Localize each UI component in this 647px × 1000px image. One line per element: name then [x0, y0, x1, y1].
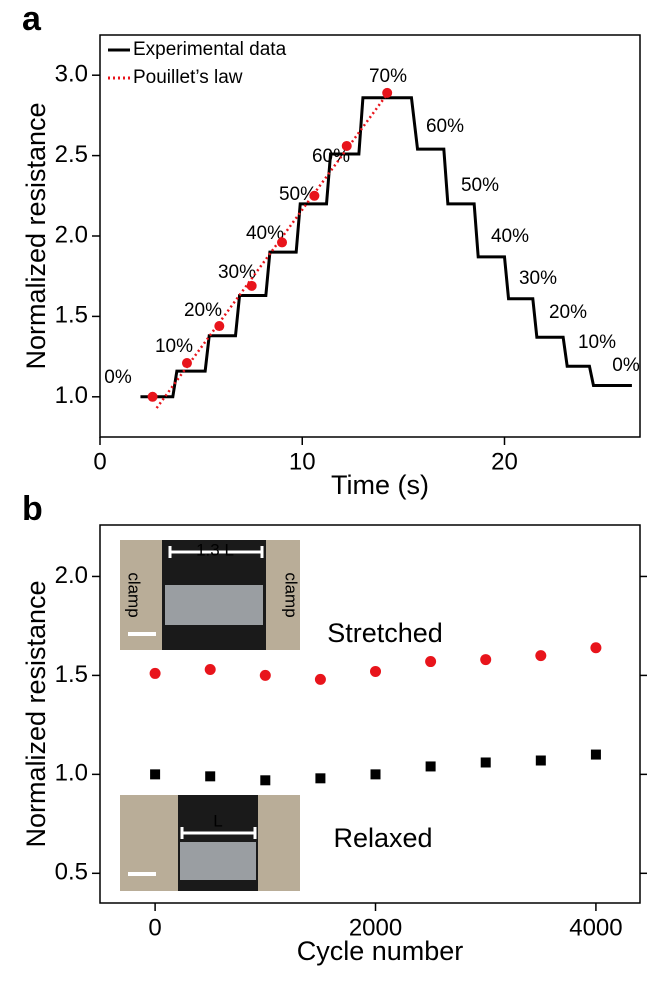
- annotation: 20%: [549, 302, 587, 323]
- data-point: [425, 656, 437, 668]
- data-point: [150, 769, 161, 780]
- series-label: Relaxed: [333, 823, 432, 853]
- y-tick-label: 1.5: [55, 302, 88, 329]
- annotation: 40%: [491, 226, 529, 247]
- plot-frame: [99, 524, 641, 904]
- x-tick-label: 2000: [349, 914, 402, 941]
- data-point: [480, 757, 491, 768]
- data-point: [590, 642, 602, 654]
- data-point: [147, 391, 158, 402]
- fit-line: [155, 90, 391, 409]
- data-point: [259, 669, 271, 681]
- annotation: clamp: [125, 572, 144, 617]
- length-bar: [168, 546, 264, 558]
- annotation: 30%: [519, 268, 557, 289]
- y-tick-label: 2.0: [55, 221, 88, 248]
- y-tick-label: 3.0: [55, 61, 88, 88]
- y-tick-label: 1.0: [55, 382, 88, 409]
- data-point: [480, 654, 492, 666]
- length-bar: [180, 827, 257, 839]
- annotation: 70%: [369, 66, 407, 87]
- data-point: [315, 773, 326, 784]
- data-line: [140, 96, 632, 399]
- panel-label: a: [22, 0, 42, 38]
- y-tick-label: 0.5: [55, 859, 88, 886]
- annotation: 60%: [426, 116, 464, 137]
- legend-label: Experimental data: [133, 39, 287, 60]
- x-tick-label: 4000: [569, 914, 622, 941]
- y-axis-title: Normalized resistance: [21, 580, 51, 847]
- data-point: [309, 190, 320, 201]
- data-point: [382, 87, 393, 98]
- x-tick-label: 0: [148, 914, 161, 941]
- data-point: [425, 761, 436, 772]
- annotation: clamp: [282, 572, 301, 617]
- y-axis-title: Normalized resistance: [21, 102, 51, 369]
- data-point: [204, 663, 216, 675]
- annotation: 10%: [155, 336, 193, 357]
- inset-photo: [165, 585, 263, 625]
- annotation: 30%: [218, 262, 256, 283]
- data-point: [214, 321, 225, 332]
- data-point: [314, 673, 326, 685]
- scale-bar: [128, 872, 156, 876]
- data-point: [277, 237, 288, 248]
- data-point: [246, 280, 257, 291]
- annotation: 0%: [104, 367, 132, 388]
- y-tick-label: 1.5: [55, 661, 88, 688]
- plot-frame: [99, 34, 641, 438]
- scale-bar: [128, 632, 156, 636]
- data-point: [341, 140, 352, 151]
- series-label: Stretched: [327, 618, 443, 648]
- data-point: [205, 771, 216, 782]
- x-tick-label: 20: [491, 448, 518, 475]
- data-point: [149, 667, 161, 679]
- annotation: 10%: [578, 332, 616, 353]
- annotation: 0%: [612, 355, 640, 376]
- y-tick-label: 2.0: [55, 562, 88, 589]
- panel-label: b: [22, 490, 43, 528]
- y-tick-label: 1.0: [55, 760, 88, 787]
- annotation: 20%: [184, 300, 222, 321]
- annotation: 1.3 L: [196, 540, 234, 559]
- data-point: [370, 665, 382, 677]
- inset-photo: [180, 842, 256, 880]
- legend-label: Pouillet’s law: [133, 67, 243, 88]
- data-point: [370, 769, 381, 780]
- y-tick-label: 2.5: [55, 141, 88, 168]
- data-point: [181, 358, 192, 369]
- annotation: L: [213, 811, 222, 830]
- annotation: 40%: [246, 223, 284, 244]
- annotation: 50%: [461, 175, 499, 196]
- x-tick-label: 10: [289, 448, 316, 475]
- x-axis-title: Cycle number: [297, 936, 464, 966]
- annotation: 50%: [279, 184, 317, 205]
- x-tick-label: 0: [93, 448, 106, 475]
- data-point: [535, 755, 546, 766]
- data-point: [535, 650, 547, 662]
- x-axis-title: Time (s): [331, 470, 429, 500]
- data-point: [590, 749, 601, 760]
- data-point: [260, 775, 271, 786]
